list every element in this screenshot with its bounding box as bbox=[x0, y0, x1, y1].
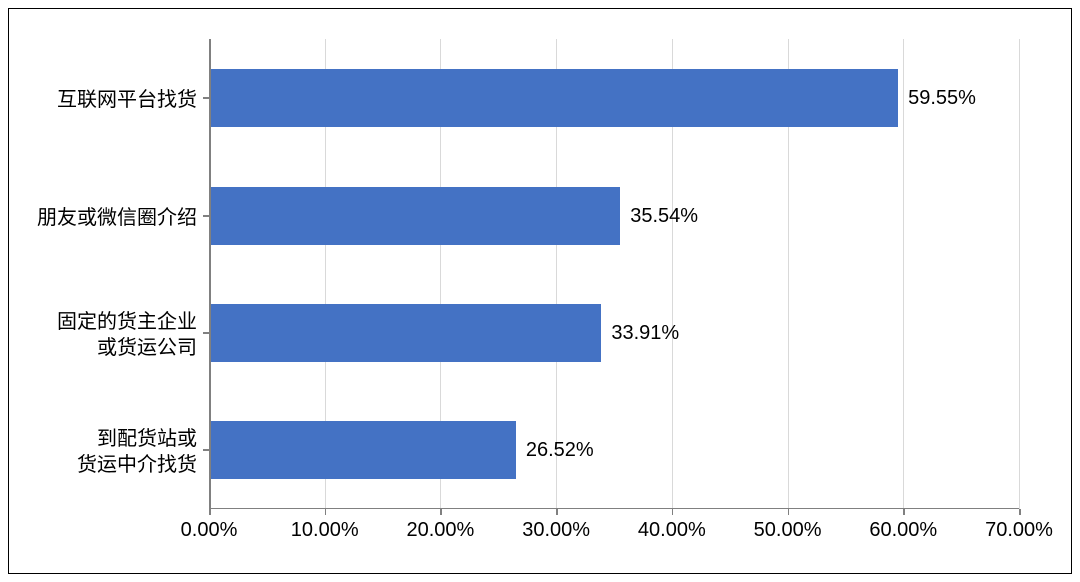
y-category-1: 朋友或微信圈介绍 bbox=[37, 205, 197, 231]
x-axis bbox=[209, 508, 1019, 510]
x-tick-label-1: 10.00% bbox=[291, 519, 359, 542]
bar-2 bbox=[209, 304, 601, 362]
y-category-0: 互联网平台找货 bbox=[57, 87, 197, 113]
y-cat-line: 互联网平台找货 bbox=[57, 89, 197, 111]
y-cat-line: 固定的货主企业 bbox=[57, 311, 197, 333]
y-tick bbox=[203, 215, 209, 217]
y-category-3: 到配货站或 货运中介找货 bbox=[77, 426, 197, 478]
y-category-2: 固定的货主企业 或货运公司 bbox=[57, 309, 197, 361]
x-tick-label-6: 60.00% bbox=[869, 519, 937, 542]
y-cat-line: 到配货站或 bbox=[97, 428, 197, 450]
grid-line bbox=[1019, 39, 1020, 509]
bar-3 bbox=[209, 421, 516, 479]
chart-frame: 59.55% 互联网平台找货 35.54% 朋友或微信圈介绍 33.91% 固定… bbox=[8, 8, 1072, 574]
x-tick bbox=[672, 509, 674, 515]
x-tick bbox=[903, 509, 905, 515]
grid-line bbox=[903, 39, 904, 509]
x-tick bbox=[1019, 509, 1021, 515]
bar-value-1: 35.54% bbox=[630, 205, 698, 228]
x-tick bbox=[788, 509, 790, 515]
x-tick-label-0: 0.00% bbox=[181, 519, 238, 542]
plot-area: 59.55% 互联网平台找货 35.54% 朋友或微信圈介绍 33.91% 固定… bbox=[209, 39, 1019, 509]
bar-value-2: 33.91% bbox=[611, 322, 679, 345]
y-cat-line: 或货运公司 bbox=[97, 337, 197, 359]
x-tick-label-4: 40.00% bbox=[638, 519, 706, 542]
y-cat-line: 朋友或微信圈介绍 bbox=[37, 207, 197, 229]
y-cat-line: 货运中介找货 bbox=[77, 454, 197, 476]
bar-1 bbox=[209, 187, 620, 245]
x-tick-label-3: 30.00% bbox=[522, 519, 590, 542]
x-tick bbox=[325, 509, 327, 515]
bar-value-3: 26.52% bbox=[526, 439, 594, 462]
x-tick-label-5: 50.00% bbox=[754, 519, 822, 542]
y-tick bbox=[203, 449, 209, 451]
bar-value-0: 59.55% bbox=[908, 87, 976, 110]
x-tick bbox=[209, 509, 211, 515]
x-tick bbox=[440, 509, 442, 515]
y-axis bbox=[209, 39, 211, 509]
x-tick-label-2: 20.00% bbox=[407, 519, 475, 542]
x-tick bbox=[556, 509, 558, 515]
bar-0 bbox=[209, 69, 898, 127]
y-tick bbox=[203, 97, 209, 99]
x-tick-label-7: 70.00% bbox=[985, 519, 1053, 542]
y-tick bbox=[203, 332, 209, 334]
